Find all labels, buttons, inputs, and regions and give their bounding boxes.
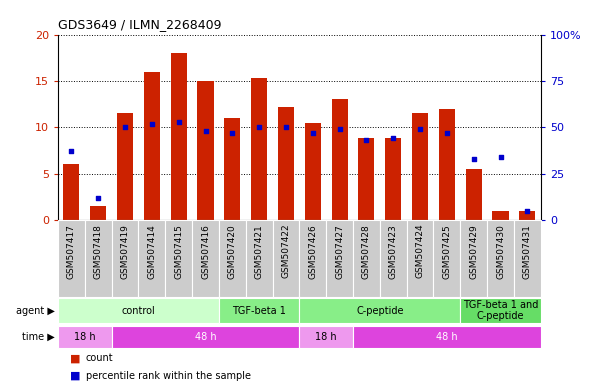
- Bar: [251, 78, 267, 220]
- Bar: [439, 109, 455, 220]
- FancyBboxPatch shape: [85, 220, 112, 297]
- FancyBboxPatch shape: [273, 220, 299, 297]
- FancyBboxPatch shape: [299, 298, 460, 323]
- Text: 18 h: 18 h: [74, 332, 96, 342]
- Text: TGF-beta 1 and
C-peptide: TGF-beta 1 and C-peptide: [463, 300, 538, 321]
- Text: 18 h: 18 h: [315, 332, 337, 342]
- FancyBboxPatch shape: [192, 220, 219, 297]
- Text: GDS3649 / ILMN_2268409: GDS3649 / ILMN_2268409: [58, 18, 222, 31]
- Text: GSM507418: GSM507418: [93, 224, 103, 279]
- Point: [67, 148, 76, 154]
- Bar: [117, 113, 133, 220]
- Text: GSM507421: GSM507421: [255, 224, 264, 279]
- FancyBboxPatch shape: [299, 326, 353, 348]
- FancyBboxPatch shape: [219, 298, 299, 323]
- Point: [120, 124, 130, 131]
- Point: [227, 130, 237, 136]
- Text: control: control: [122, 306, 155, 316]
- Text: 48 h: 48 h: [436, 332, 458, 342]
- FancyBboxPatch shape: [112, 220, 139, 297]
- Bar: [278, 107, 294, 220]
- Point: [281, 124, 291, 131]
- FancyBboxPatch shape: [326, 220, 353, 297]
- Text: GSM507420: GSM507420: [228, 224, 237, 279]
- FancyBboxPatch shape: [58, 326, 112, 348]
- Text: GSM507430: GSM507430: [496, 224, 505, 279]
- Bar: [197, 81, 214, 220]
- Point: [469, 156, 478, 162]
- FancyBboxPatch shape: [58, 298, 219, 323]
- Text: GSM507428: GSM507428: [362, 224, 371, 279]
- Bar: [412, 113, 428, 220]
- FancyBboxPatch shape: [112, 326, 299, 348]
- Text: ■: ■: [70, 371, 81, 381]
- FancyBboxPatch shape: [433, 220, 460, 297]
- Point: [254, 124, 264, 131]
- Text: TGF-beta 1: TGF-beta 1: [232, 306, 286, 316]
- Point: [389, 135, 398, 141]
- Text: C-peptide: C-peptide: [356, 306, 404, 316]
- Text: GSM507417: GSM507417: [67, 224, 76, 279]
- Text: GSM507423: GSM507423: [389, 224, 398, 279]
- FancyBboxPatch shape: [299, 220, 326, 297]
- Bar: [466, 169, 481, 220]
- Point: [200, 128, 210, 134]
- Bar: [492, 211, 508, 220]
- FancyBboxPatch shape: [407, 220, 433, 297]
- Text: GSM507431: GSM507431: [523, 224, 532, 279]
- FancyBboxPatch shape: [219, 220, 246, 297]
- FancyBboxPatch shape: [353, 220, 380, 297]
- Point: [308, 130, 318, 136]
- FancyBboxPatch shape: [380, 220, 407, 297]
- Text: GSM507422: GSM507422: [282, 224, 290, 278]
- Bar: [519, 211, 535, 220]
- Text: 48 h: 48 h: [195, 332, 216, 342]
- Point: [147, 121, 157, 127]
- Point: [362, 137, 371, 143]
- Text: GSM507414: GSM507414: [147, 224, 156, 279]
- Text: GSM507425: GSM507425: [442, 224, 452, 279]
- Text: time ▶: time ▶: [22, 332, 55, 342]
- Point: [496, 154, 505, 160]
- FancyBboxPatch shape: [460, 298, 541, 323]
- Bar: [332, 99, 348, 220]
- Point: [335, 126, 345, 132]
- Text: GSM507416: GSM507416: [201, 224, 210, 279]
- Text: GSM507415: GSM507415: [174, 224, 183, 279]
- Bar: [359, 138, 375, 220]
- Text: ■: ■: [70, 353, 81, 363]
- Text: GSM507424: GSM507424: [415, 224, 425, 278]
- Bar: [170, 53, 187, 220]
- Bar: [90, 206, 106, 220]
- Bar: [305, 122, 321, 220]
- FancyBboxPatch shape: [139, 220, 166, 297]
- Text: GSM507427: GSM507427: [335, 224, 344, 279]
- Point: [93, 195, 103, 201]
- Text: agent ▶: agent ▶: [16, 306, 55, 316]
- Bar: [385, 138, 401, 220]
- Bar: [224, 118, 240, 220]
- Bar: [64, 164, 79, 220]
- Point: [174, 119, 183, 125]
- Text: percentile rank within the sample: percentile rank within the sample: [86, 371, 251, 381]
- Bar: [144, 72, 160, 220]
- FancyBboxPatch shape: [58, 220, 85, 297]
- FancyBboxPatch shape: [353, 326, 541, 348]
- Text: GSM507426: GSM507426: [309, 224, 317, 279]
- Point: [442, 130, 452, 136]
- FancyBboxPatch shape: [514, 220, 541, 297]
- Text: GSM507429: GSM507429: [469, 224, 478, 279]
- FancyBboxPatch shape: [487, 220, 514, 297]
- FancyBboxPatch shape: [246, 220, 273, 297]
- Point: [415, 126, 425, 132]
- Text: count: count: [86, 353, 113, 363]
- Point: [522, 208, 532, 214]
- FancyBboxPatch shape: [460, 220, 487, 297]
- FancyBboxPatch shape: [166, 220, 192, 297]
- Text: GSM507419: GSM507419: [120, 224, 130, 279]
